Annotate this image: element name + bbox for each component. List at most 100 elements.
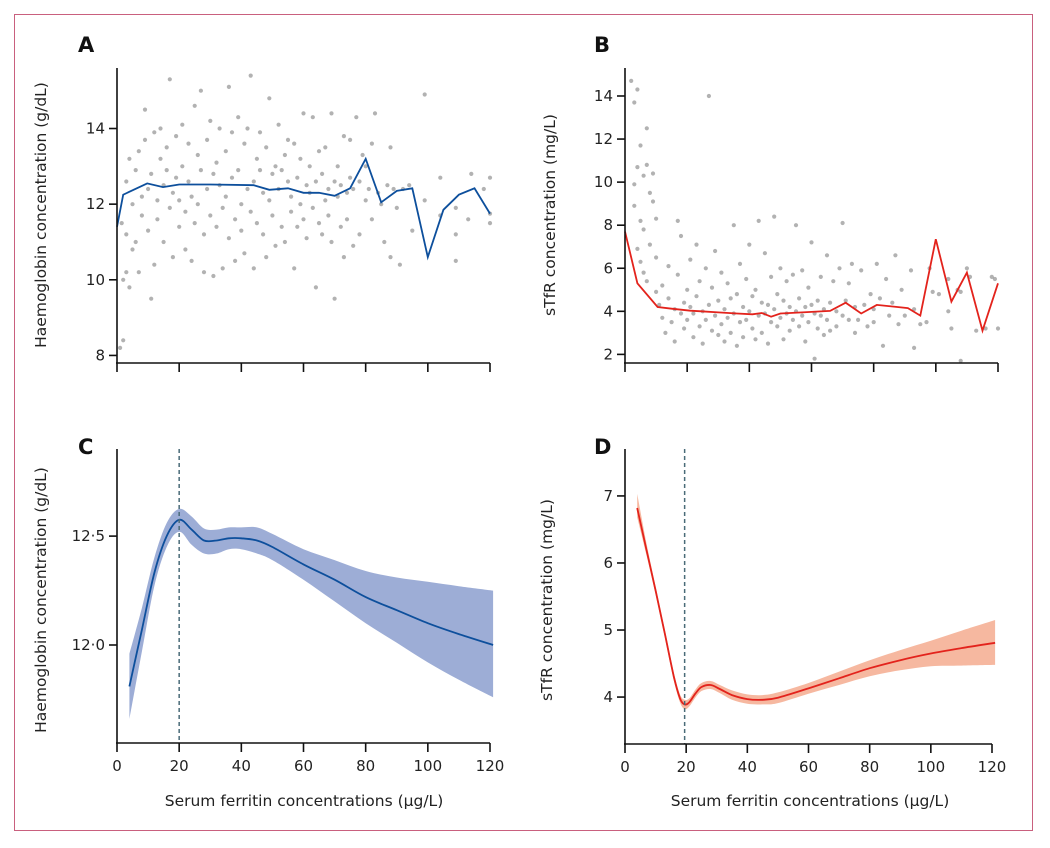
scatter-point [481,186,486,192]
scatter-point [747,242,752,247]
scatter-point [198,168,203,173]
y-tick-label: 4 [603,688,613,706]
scatter-point [964,266,970,271]
scatter-point [877,296,883,301]
scatter-point [756,313,761,318]
scatter-point [119,221,124,226]
scatter-point [341,134,346,139]
scatter-point [744,276,749,282]
axes-a: 8 10 12 14 [86,68,491,372]
scatter-point [840,220,845,226]
scatter-point [363,164,368,169]
mean-line-b [624,231,999,334]
scatter-point [874,261,879,266]
scatter-point [121,338,126,343]
scatter-point [747,309,752,314]
scatter-point [797,296,802,301]
y-tick-label: 2 [603,345,613,363]
scatter-point [678,311,684,316]
scatter-point [344,217,350,222]
scatter-point [422,198,427,203]
scatter-point [192,103,197,108]
scatter-point [118,345,123,350]
scatter-point [223,149,228,154]
scatter-point [741,335,746,340]
scatter-point [675,272,680,277]
scatter-point [261,232,266,237]
scatter-point [316,221,322,226]
x-tick-label: 0 [112,757,122,775]
scatter-point [775,292,780,297]
scatter-point [360,152,365,158]
y-tick-label: 12·5 [72,527,105,545]
y-tick-label: 14 [594,87,613,105]
y-axis-title-d: sTfR concentration (mg/L) [538,499,556,701]
scatter-point [834,324,839,329]
scatter-point [706,93,712,99]
scatter-points-a [118,73,493,350]
panel-letter-d: D [594,435,611,459]
scatter-point [133,168,138,173]
scatter-point [728,296,733,301]
scatter-point [703,266,708,271]
scatter-point [896,322,901,327]
figure-border [14,14,1033,831]
scatter-point [908,268,914,273]
scatter-point [354,115,359,120]
scatter-point [843,298,848,303]
scatter-point [295,224,300,229]
scatter-point [211,171,216,176]
scatter-point [781,337,786,342]
scatter-point [660,315,665,320]
panel-b: B 2 4 6 8 10 12 14 sTfR concentration (mg/L) [541,33,1001,372]
scatter-point [372,111,378,116]
scatter-point [183,209,188,214]
scatter-point [344,190,350,195]
scatter-point [862,302,867,307]
scatter-point [635,87,640,92]
scatter-point [453,232,458,237]
scatter-point [657,302,662,307]
scatter-point [198,88,203,93]
scatter-point [177,198,182,203]
x-tick-label: 60 [294,757,313,775]
scatter-point [338,224,343,229]
scatter-point [691,335,696,340]
scatter-point [438,175,443,180]
scatter-point [632,100,637,105]
scatter-point [737,320,743,325]
scatter-point [279,168,284,173]
scatter-point [257,130,263,135]
scatter-point [276,122,281,127]
scatter-point [242,141,247,146]
scatter-point [348,137,353,142]
scatter-point [697,279,702,284]
scatter-point [180,122,185,127]
scatter-point [750,326,755,331]
scatter-point [884,276,889,282]
scatter-point [357,232,362,237]
x-tick-label: 80 [356,757,375,775]
scatter-point [285,179,291,184]
scatter-point [902,313,907,318]
scatter-point [734,292,740,297]
scatter-point [818,313,823,318]
scatter-point [226,84,231,89]
scatter-point [146,228,151,233]
scatter-point [142,107,148,112]
scatter-point [186,141,191,146]
scatter-point [351,186,356,192]
scatter-point [348,175,353,180]
scatter-point [641,227,646,232]
scatter-point [899,287,904,292]
scatter-point [778,266,783,271]
scatter-point [694,294,699,299]
scatter-point [790,317,796,322]
scatter-point [700,341,705,346]
scatter-point [806,320,811,325]
scatter-point [214,224,219,229]
scatter-point [641,173,646,178]
y-tick-label: 12 [594,130,613,148]
scatter-point [323,145,328,150]
scatter-point [744,317,749,322]
